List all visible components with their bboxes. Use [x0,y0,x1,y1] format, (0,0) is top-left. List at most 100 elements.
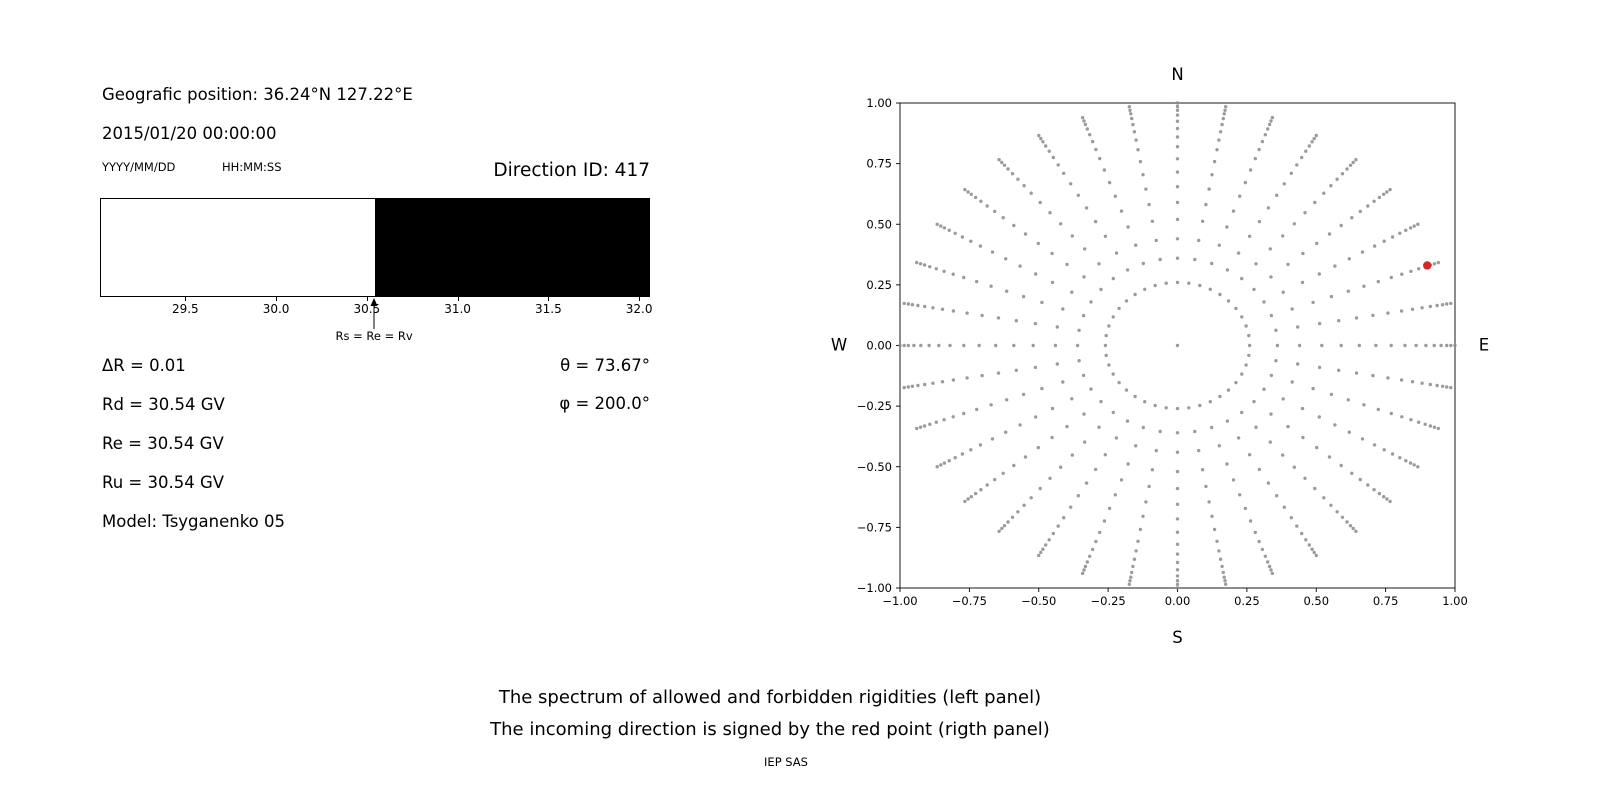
direction-dot [1269,568,1273,572]
direction-dot [1398,456,1402,460]
direction-dot [1439,343,1443,348]
direction-dot [1269,313,1274,318]
direction-dot [1333,264,1337,268]
direction-dot [1354,371,1359,375]
direction-dot [1055,325,1059,329]
direction-dot [1240,315,1244,319]
direction-dot [1362,403,1366,407]
direction-dot [1175,119,1180,123]
direction-dot [1001,216,1005,220]
direction-dot [980,373,984,378]
direction-dot [1098,530,1102,535]
direction-dot [1198,403,1202,408]
direction-dot [1435,383,1439,388]
scatter-y-tick-label: −0.75 [857,520,892,534]
direction-dot [1262,387,1266,391]
direction-dot [1075,343,1080,348]
direction-dot [1175,579,1180,583]
direction-dot [1347,430,1351,434]
direction-dot [1274,359,1278,363]
direction-dot [1124,388,1129,392]
direction-dot [973,195,978,200]
direction-dot [1408,226,1413,230]
direction-dot [1088,133,1092,137]
direction-dot [951,378,956,382]
direction-dot [1023,455,1028,459]
direction-dot [947,459,951,463]
direction-dot [1389,275,1393,280]
direction-dot [1033,321,1038,326]
direction-dot [1420,306,1424,310]
direction-dot [1329,392,1334,397]
direction-dot [1175,552,1180,556]
direction-dot [1372,488,1376,492]
direction-dot [1029,496,1033,500]
direction-dot [1236,436,1241,440]
direction-dot [1304,149,1308,153]
direction-dot [1269,275,1273,279]
direction-dot [1097,425,1101,429]
direction-dot [1010,172,1015,176]
direction-dot [1175,406,1180,411]
direction-dot [1266,560,1270,564]
direction-dot [1340,515,1345,519]
spectrum-tick [185,297,187,301]
direction-dot [1175,217,1180,222]
direction-dot [1131,122,1135,127]
direction-dot [1314,553,1318,558]
direction-dot [1094,147,1098,152]
direction-dot [1335,177,1339,181]
direction-dot [1257,219,1262,224]
spectrum-tick [276,297,278,301]
direction-dot [1372,244,1377,248]
incoming-direction-point [1423,261,1432,270]
direction-dot [1175,431,1180,435]
direction-dot [1040,300,1044,305]
direction-dot [963,499,967,504]
direction-dot [1018,423,1022,427]
direction-dot [1050,251,1054,256]
direction-dot [1103,453,1107,457]
direction-dot [1077,359,1081,363]
direction-dot [1175,237,1180,241]
direction-dot [1134,138,1138,142]
direction-dot [1376,407,1380,412]
direction-dot [1084,206,1089,210]
time-format-label: HH:MM:SS [222,160,282,174]
direction-dot [940,307,945,311]
direction-dot [1281,397,1285,401]
direction-dot [1307,543,1311,547]
direction-dot [1410,380,1415,384]
direction-dot [1212,527,1217,532]
direction-dot [985,204,989,208]
direction-dot [1389,343,1393,348]
direction-dot [1133,394,1137,399]
direction-dot [1175,582,1180,587]
direction-dot [980,313,984,318]
direction-dot [1354,316,1359,320]
direction-dot [1389,411,1393,416]
direction-dot [1417,267,1421,271]
direction-dot [1130,116,1134,121]
direction-dot [1022,184,1026,188]
direction-dot [1449,343,1453,348]
direction-dot [965,376,969,380]
direction-dot [1388,187,1392,192]
scatter-y-tick-label: 1.00 [866,96,892,110]
direction-dot [1187,406,1191,410]
direction-dot [1077,328,1081,332]
direction-dot [1175,157,1180,161]
direction-dot [1175,486,1180,491]
direction-dot [1208,287,1212,291]
direction-dot [951,309,956,313]
direction-dot [1275,494,1279,498]
direction-dot [1141,261,1145,266]
direction-dot [975,279,979,284]
direction-dot [1134,444,1138,448]
direction-dot [1000,526,1004,531]
direction-dot [1175,104,1180,109]
direction-dot [1428,304,1432,309]
direction-dot [1114,251,1119,255]
param-delta-r: ΔR = 0.01 [102,356,186,375]
direction-dot [1047,149,1051,153]
